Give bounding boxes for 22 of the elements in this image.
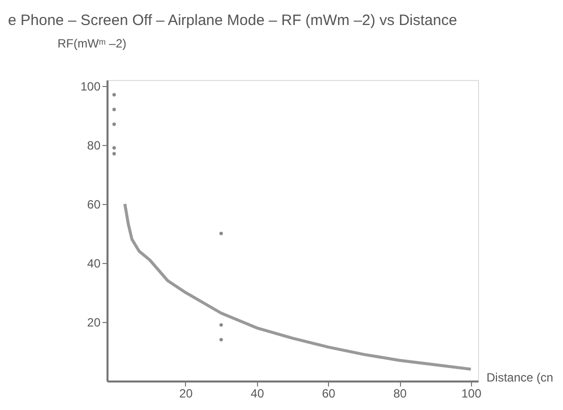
y-tick-label: 100 (80, 79, 101, 94)
x-tick-label: 20 (179, 386, 193, 400)
y-tick-label: 40 (87, 256, 101, 270)
x-tick-label: 60 (322, 386, 336, 400)
x-tick-label: 80 (393, 386, 408, 400)
point (112, 108, 116, 112)
y-tick-label: 20 (87, 315, 101, 330)
x-axis-title: Distance (cn (486, 370, 554, 384)
point (112, 146, 116, 150)
point (219, 232, 223, 236)
y-axis-title: RF(mWᵐ –2) (58, 36, 126, 50)
x-tick-label: 100 (461, 386, 482, 400)
chart-title: e Phone – Screen Off – Airplane Mode – RF (mWm –2) vs Distance (8, 12, 458, 29)
y-tick-label: 80 (87, 138, 101, 152)
point (219, 338, 223, 342)
line-series (123, 202, 472, 371)
point (112, 93, 116, 96)
x-tick-label: 40 (250, 386, 264, 400)
point (219, 323, 223, 327)
y-tick-label: 60 (87, 197, 101, 212)
point (112, 152, 116, 156)
point (112, 122, 116, 126)
